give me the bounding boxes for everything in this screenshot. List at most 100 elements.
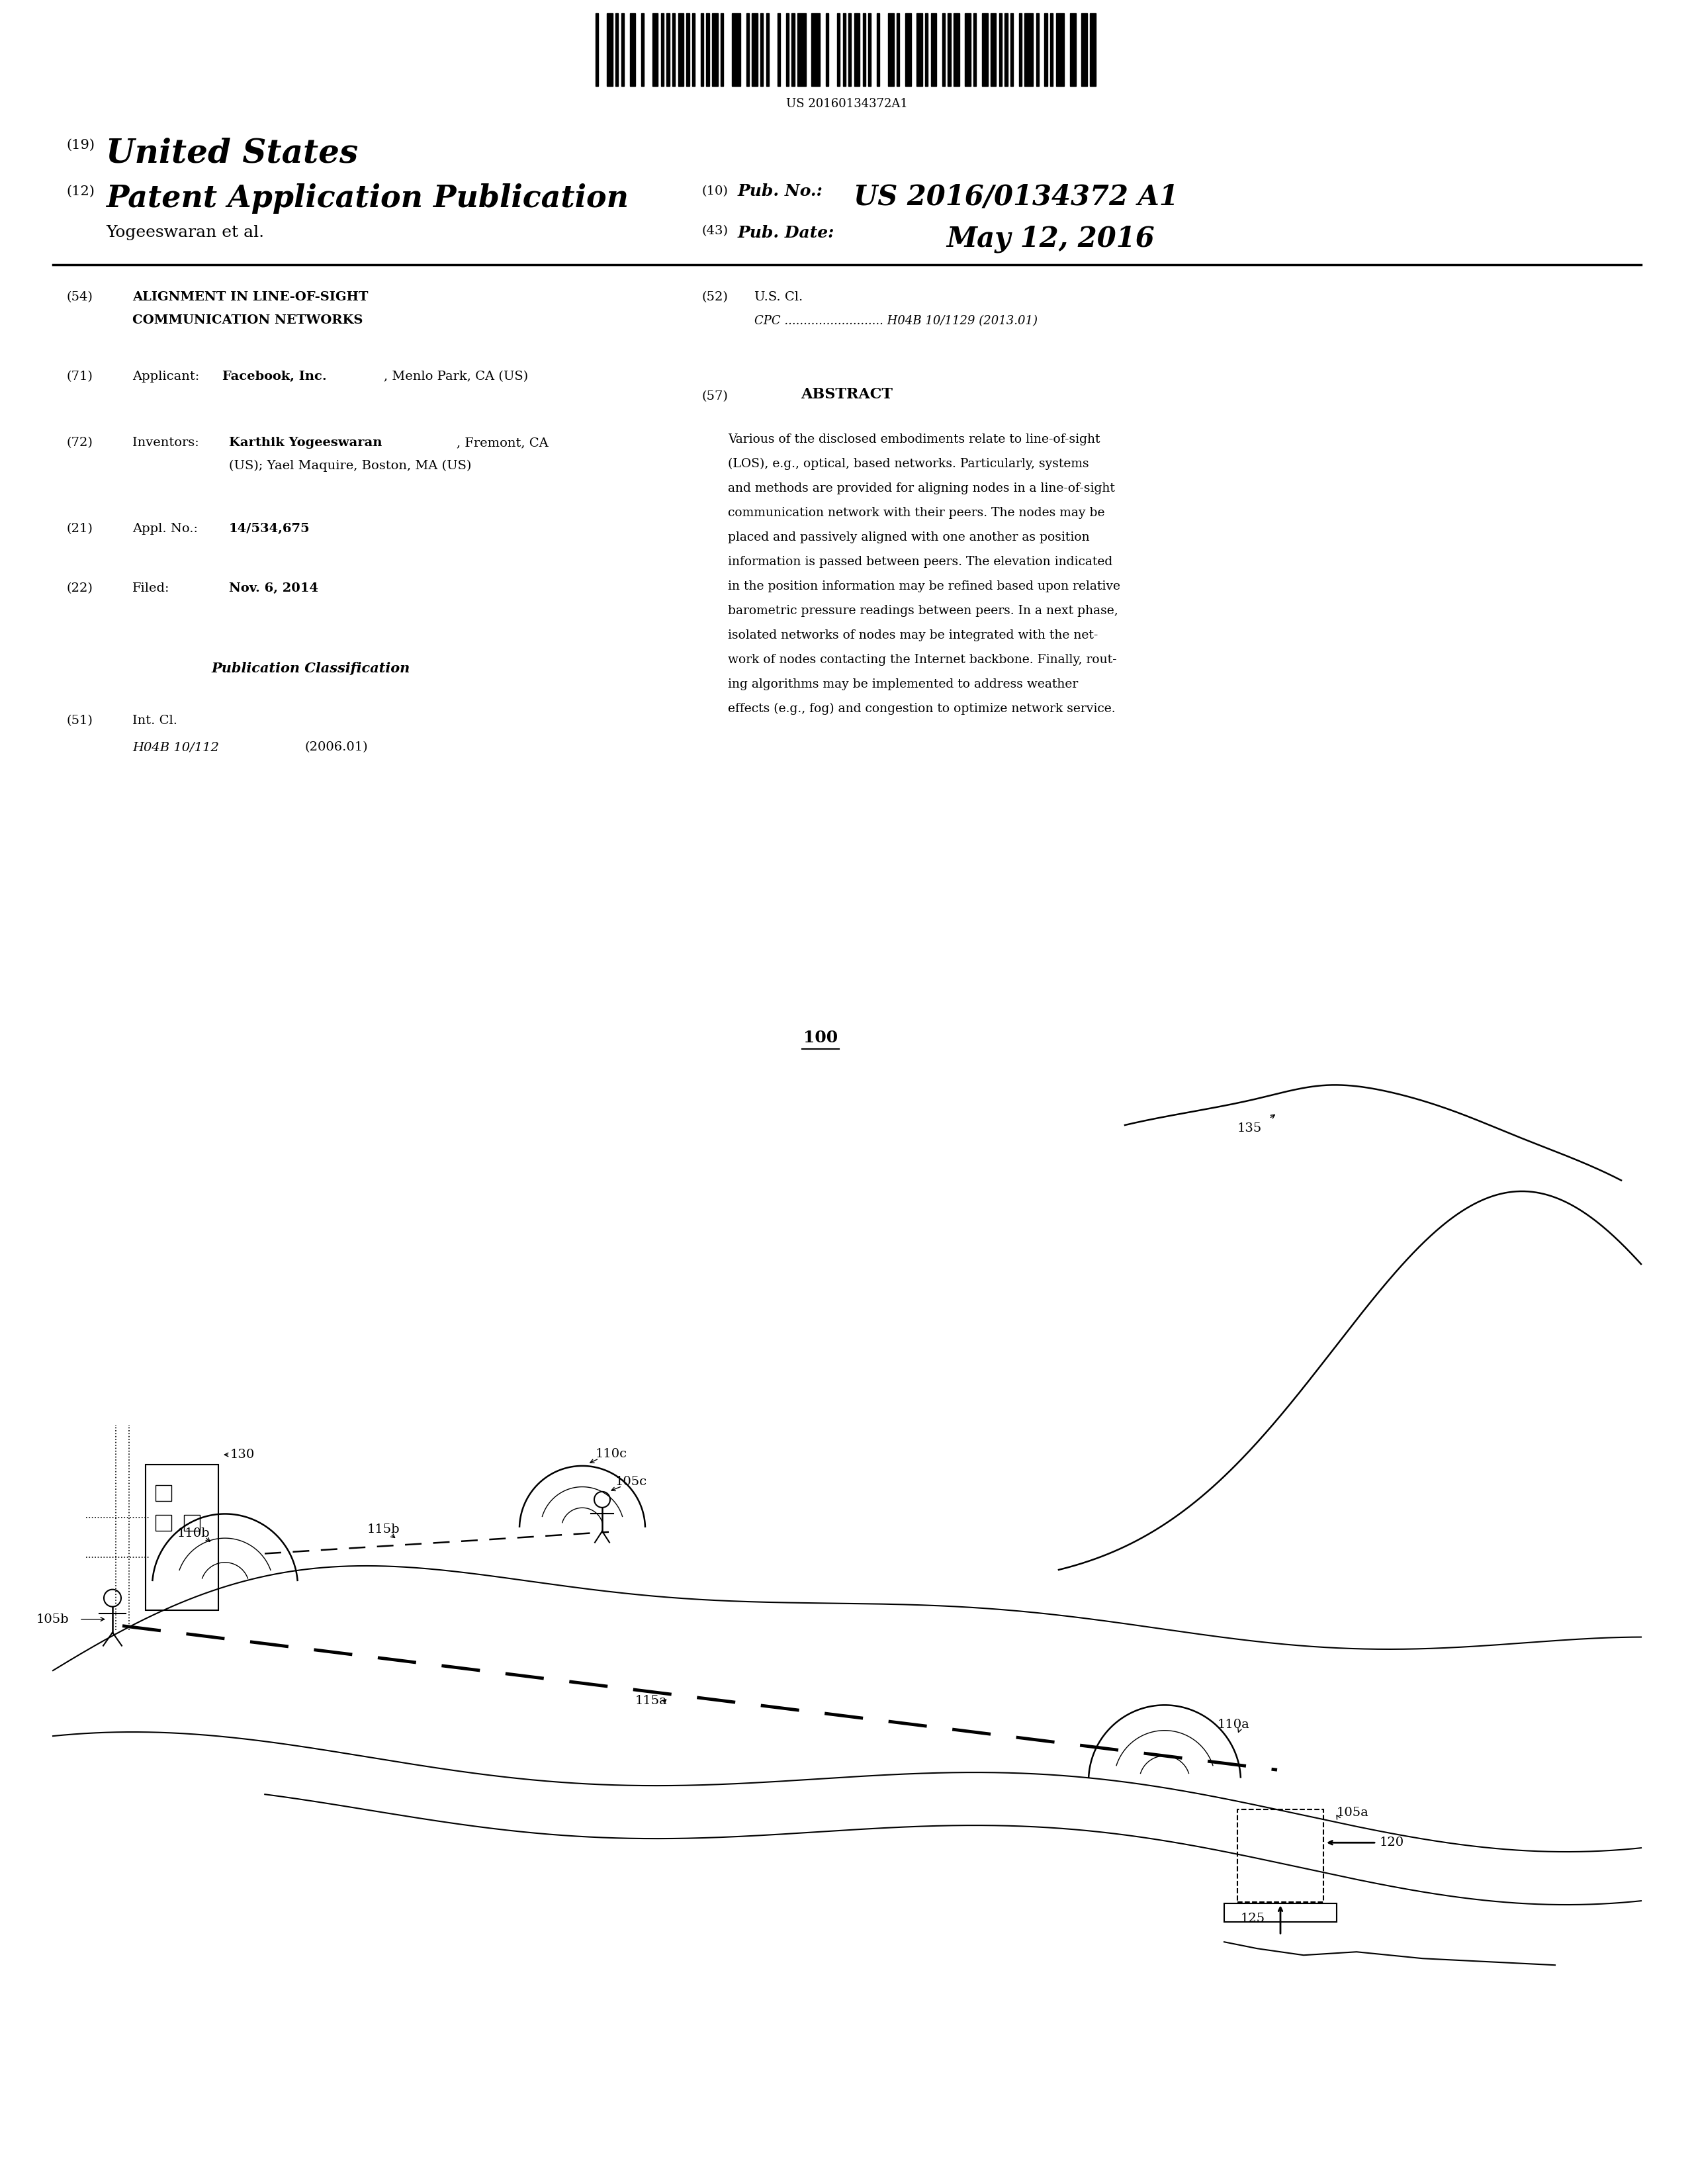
Text: ALIGNMENT IN LINE-OF-SIGHT: ALIGNMENT IN LINE-OF-SIGHT [132, 290, 368, 304]
Text: effects (e.g., fog) and congestion to optimize network service.: effects (e.g., fog) and congestion to op… [728, 703, 1115, 714]
Text: 110a: 110a [1218, 1719, 1250, 1732]
Text: ABSTRACT: ABSTRACT [801, 387, 893, 402]
Bar [786, 13, 789, 85]
Bar [1089, 13, 1096, 85]
Bar [862, 13, 866, 85]
Bar [1018, 13, 1021, 85]
Text: (22): (22) [66, 583, 93, 594]
Bar [766, 13, 769, 85]
Text: (54): (54) [66, 290, 93, 304]
Text: (72): (72) [66, 437, 93, 448]
Bar [905, 13, 911, 85]
Bar [701, 13, 703, 85]
Text: Inventors:: Inventors: [132, 437, 203, 448]
Text: and methods are provided for aligning nodes in a line-of-sight: and methods are provided for aligning no… [728, 483, 1115, 494]
Text: US 20160134372A1: US 20160134372A1 [786, 98, 908, 109]
Bar [156, 1516, 171, 1531]
Bar [854, 13, 861, 85]
Bar [1045, 13, 1047, 85]
Text: US 2016/0134372 A1: US 2016/0134372 A1 [854, 183, 1179, 212]
Bar [825, 13, 828, 85]
Text: , Menlo Park, CA (US): , Menlo Park, CA (US) [385, 371, 529, 382]
Text: ing algorithms may be implemented to address weather: ing algorithms may be implemented to add… [728, 679, 1077, 690]
Text: May 12, 2016: May 12, 2016 [947, 225, 1155, 253]
Bar [640, 13, 644, 85]
Bar [983, 13, 988, 85]
Text: (10): (10) [701, 186, 728, 197]
Bar [1010, 13, 1013, 85]
Bar [606, 13, 613, 85]
Bar [798, 13, 806, 85]
Text: 130: 130 [230, 1448, 254, 1461]
Bar [156, 1485, 171, 1500]
Text: (52): (52) [701, 290, 728, 304]
Bar [999, 13, 1001, 85]
Text: (19): (19) [66, 140, 95, 151]
Text: barometric pressure readings between peers. In a next phase,: barometric pressure readings between pee… [728, 605, 1118, 616]
Text: 110b: 110b [178, 1529, 210, 1540]
Text: Appl. No.:: Appl. No.: [132, 522, 207, 535]
Text: 105a: 105a [1337, 1806, 1369, 1819]
Text: H04B 10/112: H04B 10/112 [132, 740, 219, 753]
Text: Yogeeswaran et al.: Yogeeswaran et al. [105, 225, 264, 240]
Bar [811, 13, 820, 85]
Bar [1081, 13, 1088, 85]
Bar [146, 1465, 219, 1610]
Text: , Fremont, CA: , Fremont, CA [457, 437, 549, 448]
Text: 14/534,675: 14/534,675 [229, 522, 310, 535]
Bar [991, 13, 996, 85]
Text: Patent Application Publication: Patent Application Publication [105, 183, 628, 214]
Text: (57): (57) [701, 391, 728, 402]
Text: (12): (12) [66, 186, 95, 199]
Bar [622, 13, 623, 85]
Bar [720, 13, 723, 85]
Bar [761, 13, 764, 85]
Text: (51): (51) [66, 714, 93, 727]
Bar [1055, 13, 1064, 85]
Text: Facebook, Inc.: Facebook, Inc. [222, 371, 327, 382]
Text: (LOS), e.g., optical, based networks. Particularly, systems: (LOS), e.g., optical, based networks. Pa… [728, 459, 1089, 470]
Bar [673, 13, 676, 85]
Bar [693, 13, 695, 85]
Bar [916, 13, 922, 85]
Text: 100: 100 [803, 1031, 839, 1046]
Bar [652, 13, 657, 85]
Text: CPC .......................... H04B 10/1129 (2013.01): CPC .......................... H04B 10/1… [754, 314, 1037, 328]
Bar [930, 13, 937, 85]
Bar [837, 13, 840, 85]
Text: work of nodes contacting the Internet backbone. Finally, rout-: work of nodes contacting the Internet ba… [728, 653, 1116, 666]
Bar [596, 13, 598, 85]
Bar [1071, 13, 1076, 85]
Bar [849, 13, 852, 85]
Text: Various of the disclosed embodiments relate to line-of-sight: Various of the disclosed embodiments rel… [728, 432, 1099, 446]
Text: information is passed between peers. The elevation indicated: information is passed between peers. The… [728, 557, 1113, 568]
Text: placed and passively aligned with one another as position: placed and passively aligned with one an… [728, 531, 1089, 544]
Text: 115b: 115b [368, 1524, 400, 1535]
Text: Applicant:: Applicant: [132, 371, 203, 382]
Text: Karthik Yogeeswaran: Karthik Yogeeswaran [229, 437, 383, 448]
Bar [954, 13, 959, 85]
Text: United States: United States [105, 138, 357, 170]
Text: COMMUNICATION NETWORKS: COMMUNICATION NETWORKS [132, 314, 363, 325]
Bar [1005, 13, 1008, 85]
Bar [752, 13, 757, 85]
Text: 135: 135 [1237, 1123, 1262, 1133]
Bar [949, 13, 950, 85]
Text: 125: 125 [1240, 1913, 1265, 1924]
Text: 120: 120 [1379, 1837, 1404, 1848]
Bar [942, 13, 945, 85]
Text: 115a: 115a [635, 1695, 667, 1708]
Text: communication network with their peers. The nodes may be: communication network with their peers. … [728, 507, 1104, 520]
Bar [778, 13, 781, 85]
Bar [925, 13, 928, 85]
Text: Publication Classification: Publication Classification [212, 662, 410, 675]
Bar [706, 13, 710, 85]
Bar [842, 13, 845, 85]
Bar [185, 1516, 200, 1531]
Text: in the position information may be refined based upon relative: in the position information may be refin… [728, 581, 1120, 592]
Text: (43): (43) [701, 225, 728, 236]
Bar [1037, 13, 1038, 85]
Bar [888, 13, 894, 85]
Text: (2006.01): (2006.01) [305, 740, 368, 753]
Bar [1050, 13, 1054, 85]
